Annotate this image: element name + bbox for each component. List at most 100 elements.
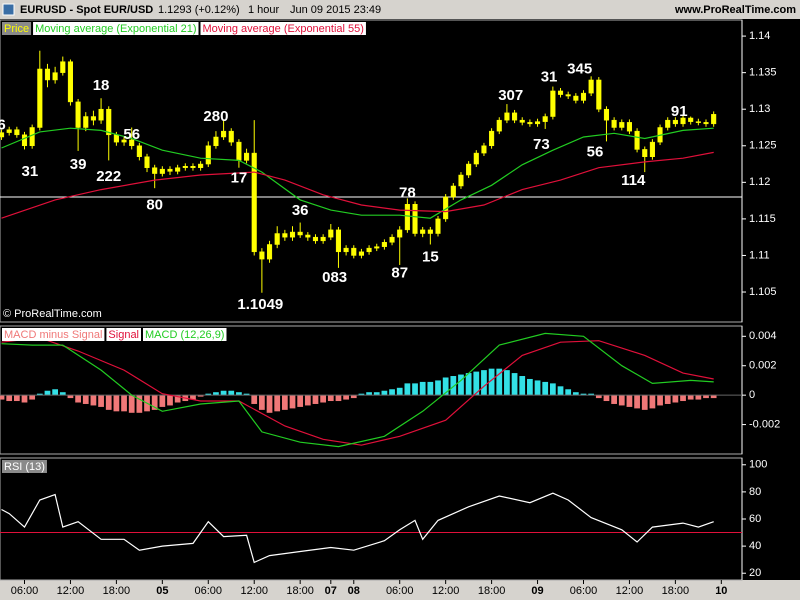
candle-body: [175, 167, 181, 172]
candle-body: [672, 119, 678, 125]
histogram-bar: [381, 390, 388, 396]
histogram-bar: [350, 395, 357, 399]
candle-body: [619, 122, 625, 128]
candle-body: [420, 229, 426, 234]
histogram-bar: [588, 393, 595, 396]
legend-box: [143, 328, 227, 341]
candle-body: [266, 244, 273, 260]
candle-body: [703, 122, 709, 125]
histogram-bar: [251, 395, 258, 404]
x-tick-label: 06:00: [570, 585, 598, 597]
candle-body: [83, 116, 89, 128]
candle-body: [52, 72, 58, 81]
x-axis-bar: [0, 580, 800, 600]
annotation: 31: [541, 69, 558, 86]
candle-body: [695, 121, 701, 123]
annotation: 91: [671, 103, 688, 120]
x-tick-label: 12:00: [57, 585, 85, 597]
histogram-bar: [680, 395, 686, 402]
annotation: 80: [146, 197, 163, 214]
histogram-bar: [626, 395, 633, 407]
series-line: [1, 337, 714, 446]
annotation: 87: [391, 265, 408, 282]
x-tick-label: 12:00: [616, 585, 644, 597]
candle-body: [374, 246, 380, 249]
candle-body: [519, 119, 525, 123]
histogram-bar: [243, 393, 250, 396]
candle-body: [244, 152, 250, 161]
histogram-bar: [634, 395, 640, 409]
histogram-bar: [549, 383, 556, 396]
candle-body: [573, 95, 579, 101]
y-tick-label: 1.14: [749, 30, 770, 42]
histogram-bar: [320, 395, 327, 403]
candle-body: [565, 94, 571, 97]
y-tick-label: 1.115: [749, 213, 776, 225]
histogram-bar: [190, 395, 196, 400]
histogram-bar: [98, 395, 104, 407]
legend-label: Moving average (Exponential 55): [203, 23, 364, 35]
histogram-bar: [0, 395, 5, 400]
candle-body: [289, 231, 296, 238]
histogram-bar: [312, 395, 319, 404]
panel: 6 31 39 18 222 56 80 280 17 1.1049 36 083 87 78 15 307 7…: [0, 19, 777, 323]
x-tick-label: 12:00: [432, 585, 460, 597]
y-tick-label: 1.105: [749, 286, 777, 298]
candle-body: [274, 233, 280, 245]
histogram-bar: [220, 390, 227, 396]
candle-body: [580, 92, 587, 101]
candle-body: [542, 116, 548, 122]
histogram-bar: [213, 392, 219, 396]
date: Jun 09 2015 23:49: [290, 4, 381, 16]
histogram-bar: [358, 393, 365, 396]
histogram-bar: [542, 381, 549, 396]
candle-body: [481, 145, 487, 154]
candle-body: [29, 127, 35, 147]
series-line: [1, 151, 714, 219]
candle-body: [496, 119, 502, 132]
legend-label: RSI (13): [4, 461, 45, 473]
candle-body: [221, 130, 227, 138]
histogram-bar: [618, 395, 625, 406]
histogram-bar: [595, 395, 602, 399]
histogram-bar: [297, 395, 304, 407]
y-tick-label: 0.002: [749, 360, 777, 372]
candle-body: [473, 152, 479, 165]
candle-body: [113, 134, 119, 143]
y-tick-label: 1.125: [749, 140, 777, 152]
histogram-bar: [687, 395, 694, 400]
histogram-bar: [6, 395, 13, 402]
candle-body: [37, 68, 43, 128]
candle-body: [144, 156, 150, 168]
annotation: 56: [587, 143, 604, 160]
histogram-bar: [496, 368, 503, 396]
histogram-bar: [205, 393, 212, 396]
annotation: 39: [70, 156, 87, 173]
legend-box: [200, 22, 366, 35]
histogram-bar: [450, 376, 457, 396]
histogram-bar: [304, 395, 311, 406]
candle-body: [527, 122, 533, 125]
histogram-bar: [259, 395, 265, 410]
histogram-bar: [136, 395, 143, 413]
candle-body: [228, 130, 234, 143]
histogram-bar: [672, 395, 679, 403]
x-tick-label: 08: [348, 585, 360, 597]
histogram-bar: [557, 386, 564, 396]
histogram-bar: [197, 395, 204, 397]
histogram-bar: [228, 390, 235, 396]
histogram-bar: [527, 378, 533, 396]
legend-box: [2, 460, 47, 473]
x-tick-label: 18:00: [103, 585, 131, 597]
annotation: 56: [123, 126, 140, 143]
candle-body: [182, 165, 188, 168]
histogram-bar: [442, 377, 449, 396]
candle-body: [98, 108, 104, 121]
candle-body: [550, 90, 556, 117]
candle-body: [535, 121, 541, 125]
histogram-bar: [657, 395, 663, 406]
candle-body: [343, 247, 349, 253]
candle-body: [282, 233, 288, 238]
candle-body: [136, 145, 142, 157]
